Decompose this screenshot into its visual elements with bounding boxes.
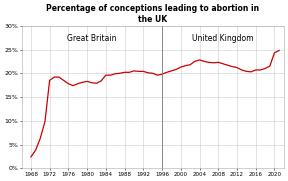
- Text: United Kingdom: United Kingdom: [192, 34, 254, 43]
- Text: Great Britain: Great Britain: [67, 34, 117, 43]
- Title: Percentage of conceptions leading to abortion in
the UK: Percentage of conceptions leading to abo…: [46, 4, 259, 24]
